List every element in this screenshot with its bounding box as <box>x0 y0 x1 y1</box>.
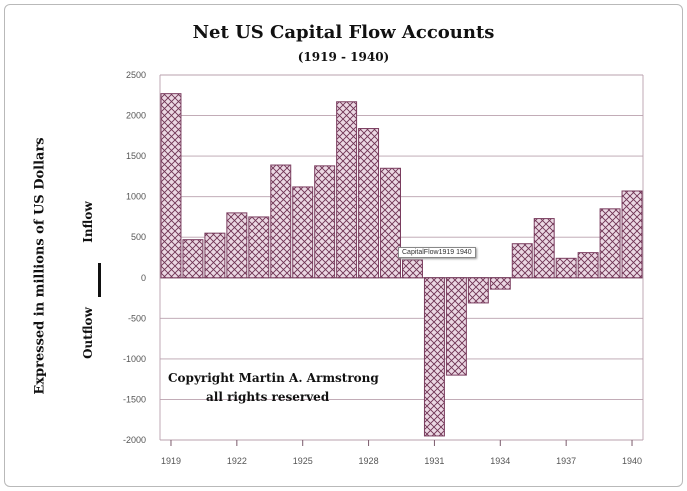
copyright-line-1: Copyright Martin A. Armstrong <box>168 371 379 385</box>
bar-1924 <box>270 164 292 279</box>
bar-1930 <box>402 259 423 279</box>
bar-1933 <box>467 277 489 304</box>
y-tick-label: -500 <box>128 313 146 323</box>
x-tick-label: 1919 <box>161 456 181 466</box>
x-tick-label: 1925 <box>293 456 313 466</box>
x-tick-label: 1931 <box>424 456 444 466</box>
bar-1922 <box>226 212 248 279</box>
ticks-layer: 2500 2000 1500 1000 500 0 -500 -1000 -1500 -2000 1… <box>123 70 642 466</box>
y-tick-label: 2000 <box>126 111 146 121</box>
chart-title: Net US Capital Flow Accounts <box>192 22 495 43</box>
x-tick-label: 1940 <box>622 456 642 466</box>
x-tick-label: 1922 <box>227 456 247 466</box>
bar-1934 <box>489 277 511 290</box>
bars-layer <box>160 93 643 437</box>
inflow-outflow-divider <box>98 263 101 297</box>
bar-1919 <box>160 93 182 279</box>
y-tick-label: 0 <box>141 273 146 283</box>
x-tick-label: 1934 <box>490 456 510 466</box>
bar-1939 <box>599 208 621 279</box>
chart-tooltip: CapitalFlow1919 1940 <box>398 247 476 258</box>
bar-1938 <box>577 252 599 279</box>
bar-1929 <box>380 167 401 279</box>
y-tick-label: -1500 <box>123 394 146 404</box>
y-tick-label: 500 <box>131 232 146 242</box>
chart-subtitle: (1919 - 1940) <box>297 50 390 64</box>
bar-1927 <box>336 101 358 279</box>
bar-1923 <box>248 216 270 279</box>
bar-1925 <box>292 186 314 279</box>
x-tick-label: 1928 <box>359 456 379 466</box>
y-tick-label: -2000 <box>123 435 146 445</box>
bar-1931 <box>423 277 445 437</box>
bar-1926 <box>314 165 336 279</box>
y-tick-label: 1500 <box>126 151 146 161</box>
bar-1935 <box>511 243 533 279</box>
bar-1920 <box>182 239 204 279</box>
bar-1936 <box>533 218 555 279</box>
copyright-notice: Copyright Martin A. Armstrong all rights… <box>168 369 379 407</box>
bar-1940 <box>621 190 643 279</box>
bar-1932 <box>445 277 467 376</box>
x-tick-label: 1937 <box>556 456 576 466</box>
y-tick-label: 2500 <box>126 70 146 80</box>
y-tick-label: -1000 <box>123 354 146 364</box>
bar-1921 <box>204 232 226 279</box>
bar-1937 <box>555 257 577 279</box>
copyright-line-2: all rights reserved <box>206 390 330 404</box>
y-tick-label: 1000 <box>126 192 146 202</box>
bar-1928 <box>358 128 380 279</box>
